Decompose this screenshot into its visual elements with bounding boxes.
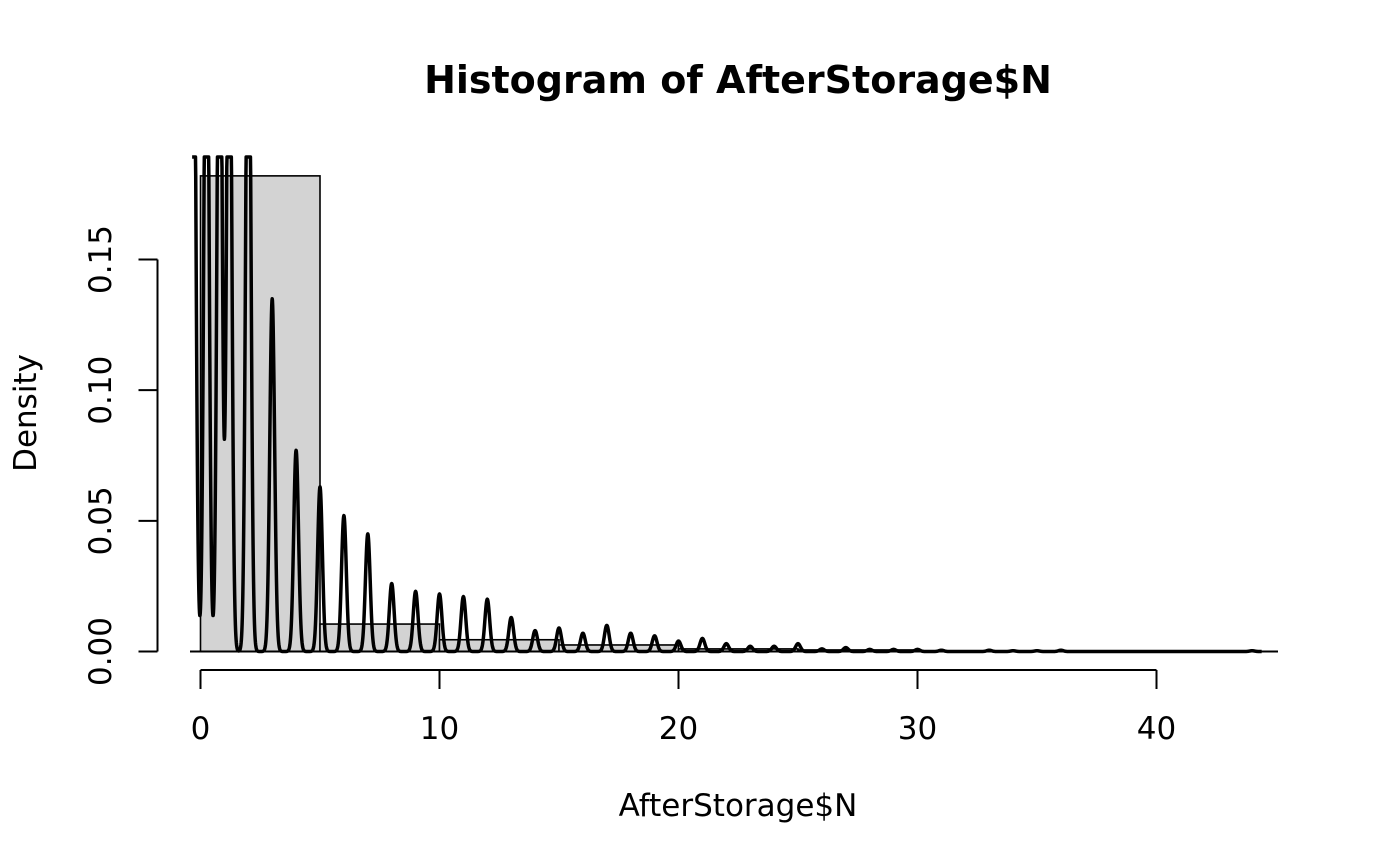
y-axis-label: Density bbox=[8, 354, 44, 472]
y-tick-label-0: 0.00 bbox=[83, 617, 119, 686]
y-tick-label-1: 0.05 bbox=[83, 486, 119, 555]
y-axis: 0.00 0.05 0.10 0.15 bbox=[83, 225, 159, 686]
histogram-bars bbox=[199, 175, 1277, 653]
x-tick-label-4: 40 bbox=[1137, 711, 1176, 747]
density-curve-group bbox=[190, 155, 1264, 654]
x-tick-label-3: 30 bbox=[898, 711, 937, 747]
x-axis-label: AfterStorage$N bbox=[619, 788, 858, 824]
y-tick-label-3: 0.15 bbox=[83, 225, 119, 294]
x-tick-label-1: 10 bbox=[420, 711, 459, 747]
density-curve bbox=[190, 155, 1264, 654]
x-tick-label-2: 20 bbox=[659, 711, 698, 747]
x-tick-label-0: 0 bbox=[191, 711, 211, 747]
y-tick-label-2: 0.10 bbox=[83, 356, 119, 425]
chart-title: Histogram of AfterStorage$N bbox=[424, 58, 1052, 102]
x-axis: 0 10 20 30 40 bbox=[190, 650, 1278, 747]
